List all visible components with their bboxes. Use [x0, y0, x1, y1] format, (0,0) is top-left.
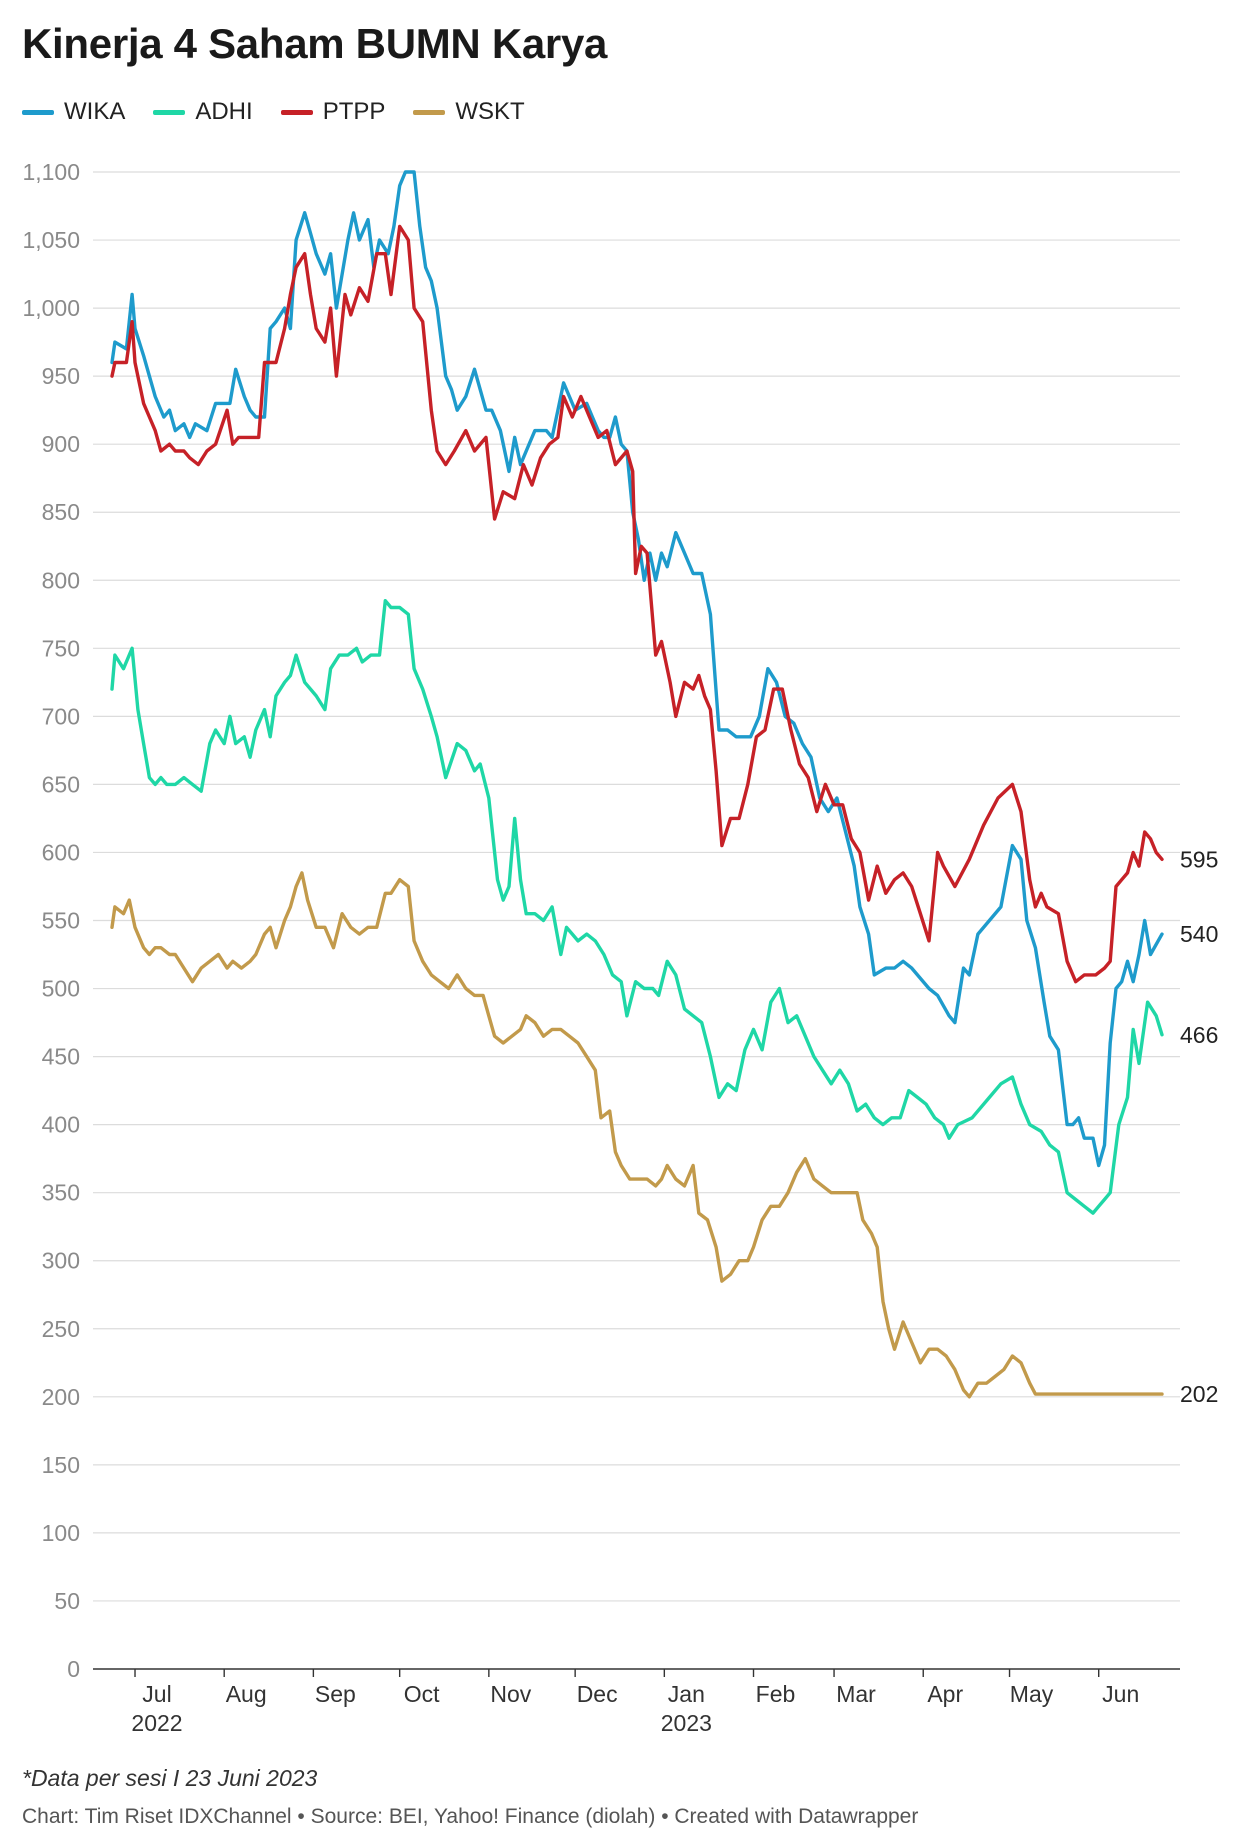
y-tick-label: 150	[42, 1452, 80, 1478]
x-tick-label: Nov	[490, 1681, 531, 1707]
y-tick-label: 700	[42, 703, 80, 729]
x-tick-label: Apr	[927, 1681, 963, 1707]
legend-item-wskt: WSKT	[413, 98, 525, 126]
x-tick-label: Feb	[756, 1681, 796, 1707]
y-tick-label: 100	[42, 1520, 80, 1546]
end-label-wika: 540	[1180, 921, 1218, 947]
y-tick-label: 550	[42, 908, 80, 934]
legend-label-ptpp: PTPP	[322, 98, 386, 125]
y-tick-label: 950	[42, 363, 80, 389]
x-tick-label: Mar	[836, 1681, 876, 1707]
end-label-wskt: 202	[1180, 1381, 1218, 1407]
x-tick-year-label: 2022	[131, 1710, 182, 1736]
legend-label-adhi: ADHI	[195, 98, 253, 125]
y-tick-label: 900	[42, 431, 80, 457]
x-tick-label: Jun	[1102, 1681, 1139, 1707]
series-line-wika	[110, 170, 1164, 1168]
x-tick-label: May	[1010, 1681, 1054, 1707]
y-tick-label: 400	[42, 1112, 80, 1138]
y-tick-label: 600	[42, 839, 80, 865]
y-tick-label: 350	[42, 1180, 80, 1206]
x-tick-year-label: 2023	[661, 1710, 712, 1736]
legend-item-wika: WIKA	[22, 98, 125, 126]
y-tick-label: 650	[42, 771, 80, 797]
y-tick-label: 450	[42, 1044, 80, 1070]
y-tick-label: 0	[67, 1656, 80, 1682]
y-tick-label: 1,100	[22, 159, 80, 185]
legend-label-wskt: WSKT	[455, 98, 525, 125]
legend-item-adhi: ADHI	[153, 98, 253, 126]
legend-label-wika: WIKA	[64, 98, 126, 125]
chart-title: Kinerja 4 Saham BUMN Karya	[22, 20, 608, 67]
legend-swatch-wskt	[413, 109, 446, 115]
legend-swatch-wika	[22, 109, 54, 115]
legend: WIKA ADHI PTPP WSKT	[22, 98, 525, 126]
y-tick-label: 250	[42, 1316, 80, 1342]
x-tick-label: Oct	[404, 1681, 440, 1707]
y-tick-label: 200	[42, 1384, 80, 1410]
x-tick-label: Sep	[315, 1681, 356, 1707]
line-chart: 0 50 100 150 200 250 300 350 400 450 500 550 600 650 7…	[22, 159, 1218, 1736]
x-tick-label: Jan	[668, 1681, 705, 1707]
legend-swatch-ptpp	[280, 109, 313, 115]
end-label-ptpp: 595	[1180, 846, 1218, 872]
y-tick-label: 850	[42, 499, 80, 525]
end-label-adhi: 466	[1180, 1022, 1218, 1048]
series-line-ptpp	[110, 224, 1164, 984]
y-tick-label: 800	[42, 567, 80, 593]
y-tick-label: 750	[42, 635, 80, 661]
legend-swatch-adhi	[153, 109, 186, 115]
x-tick-label: Dec	[577, 1681, 618, 1707]
x-tick-label: Aug	[226, 1681, 267, 1707]
y-tick-label: 1,050	[22, 227, 80, 253]
y-tick-label: 500	[42, 976, 80, 1002]
series-line-wskt	[110, 871, 1164, 1399]
x-tick-label: Jul	[142, 1681, 171, 1707]
legend-item-ptpp: PTPP	[280, 98, 386, 126]
credit-line: Chart: Tim Riset IDXChannel • Source: BE…	[22, 1805, 919, 1828]
series-line-adhi	[110, 599, 1164, 1215]
y-tick-label: 300	[42, 1248, 80, 1274]
y-tick-label: 50	[54, 1588, 80, 1614]
y-tick-label: 1,000	[22, 295, 80, 321]
footnote: *Data per sesi I 23 Juni 2023	[22, 1765, 318, 1791]
